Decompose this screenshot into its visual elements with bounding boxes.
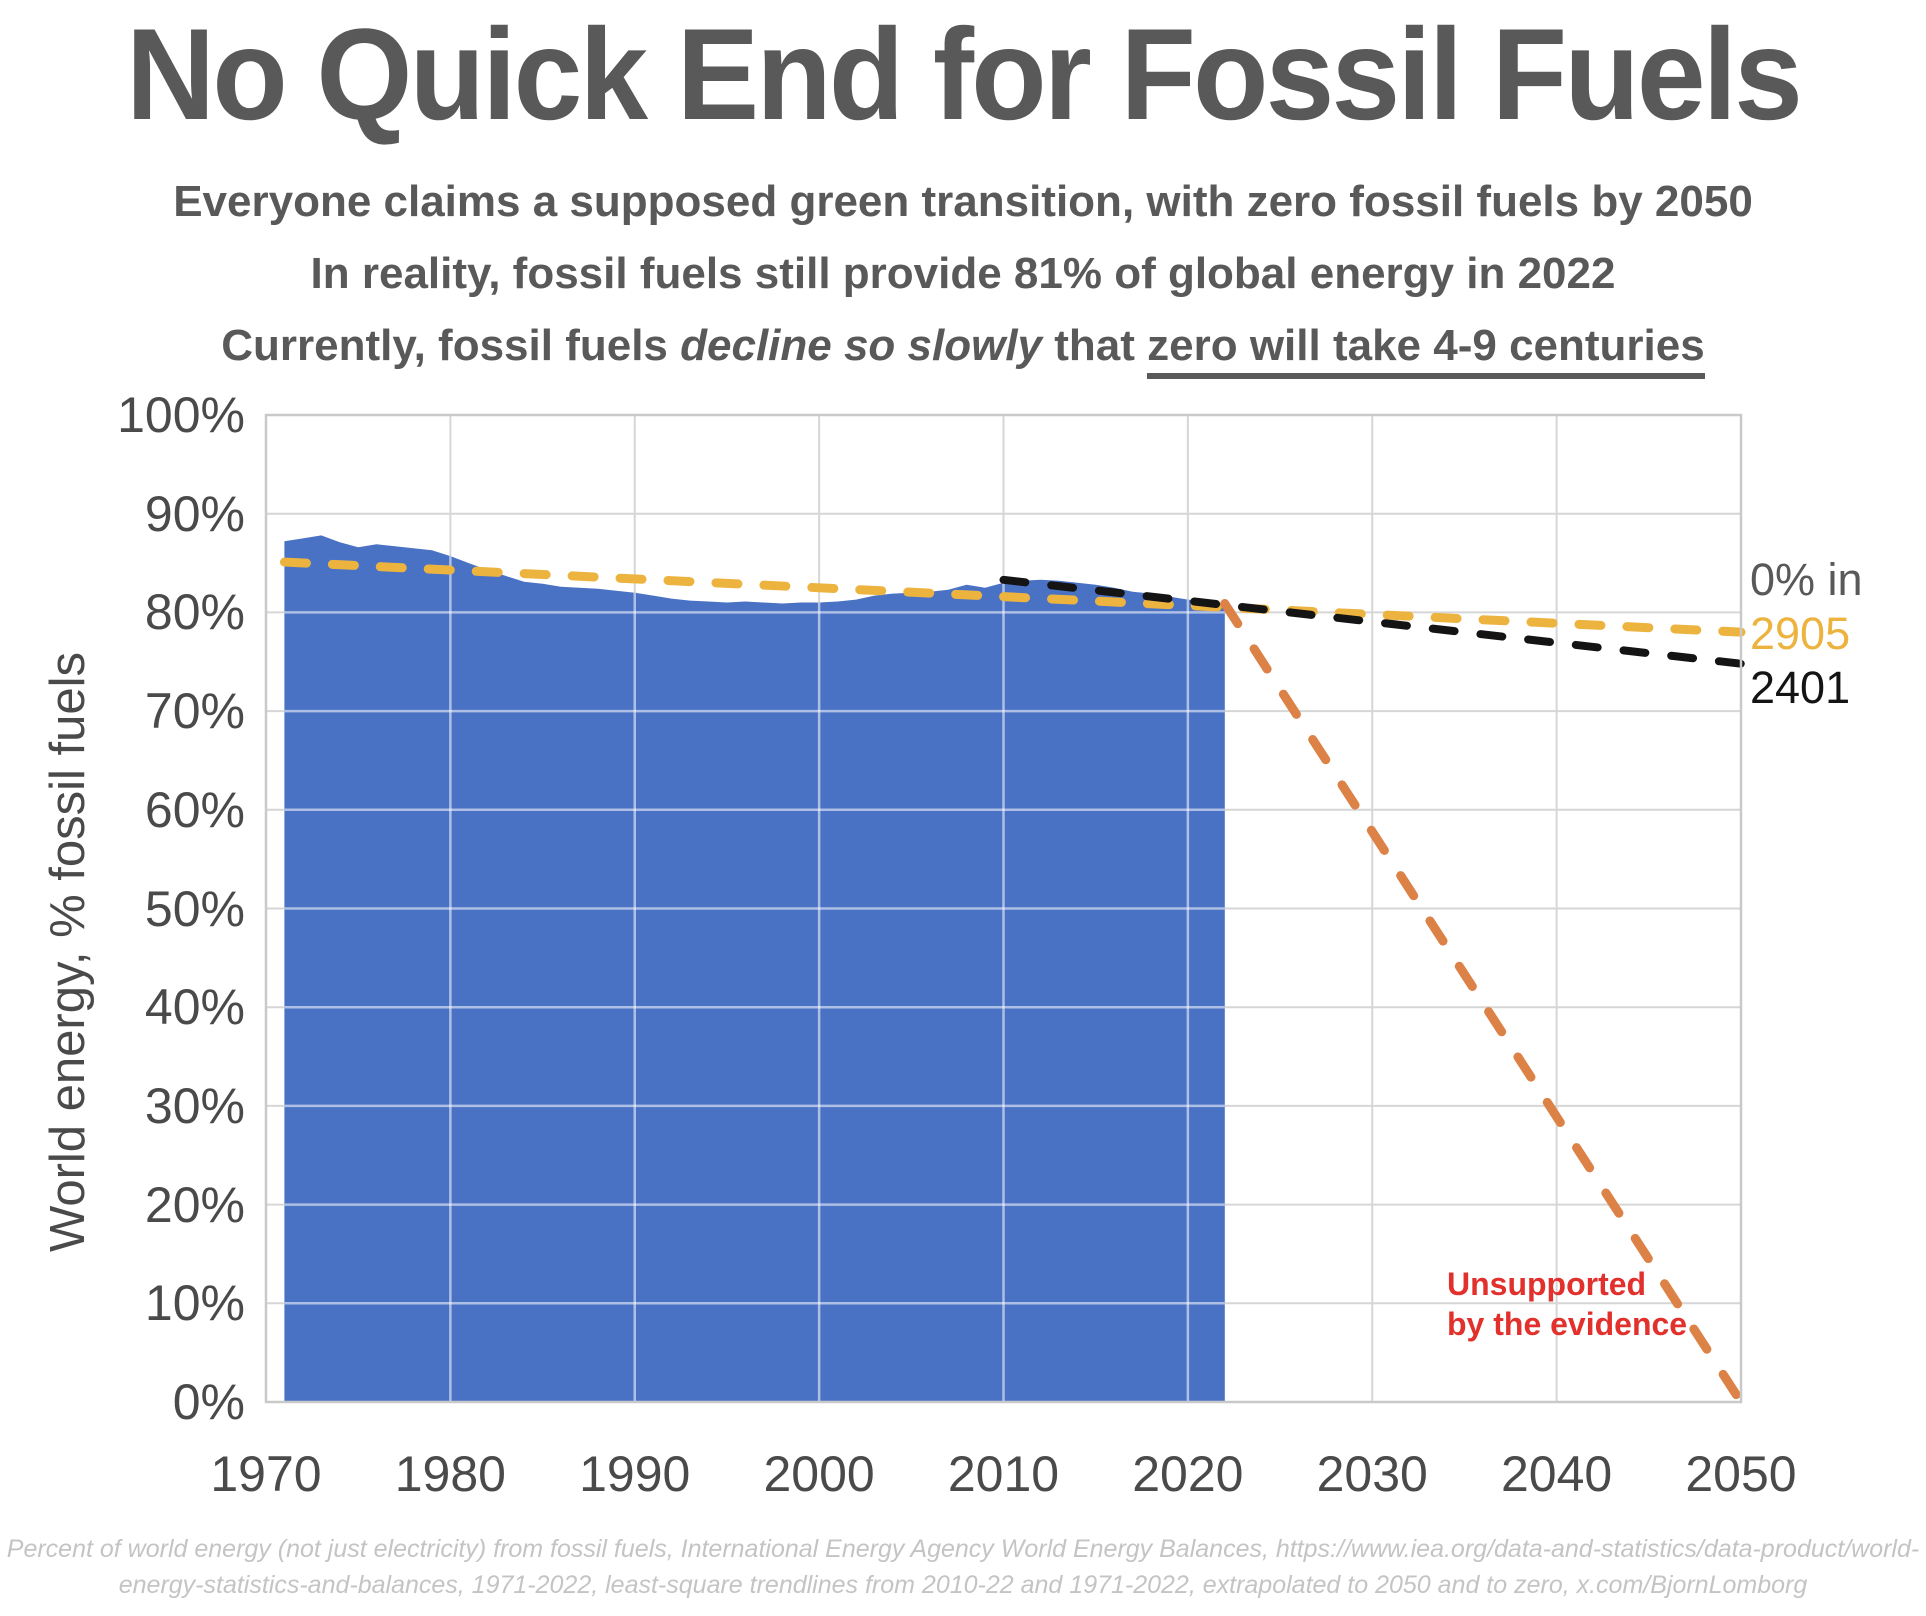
zero-year-annotation: 0% in 2905 2401 [1750,553,1863,715]
y-tick-label: 70% [144,683,245,740]
zero-in-label: 0% in [1750,554,1863,605]
source-note-line-2: energy-statistics-and-balances, 1971-202… [118,1571,1808,1599]
y-tick-label: 60% [144,781,245,838]
source-note-line-1: Percent of world energy (not just electr… [6,1535,1920,1563]
x-tick-label: 2020 [1132,1446,1244,1502]
zero-by-2050-line [1220,599,1746,1407]
x-tick-label: 1970 [210,1446,322,1502]
subtitle-block: Everyone claims a supposed green transit… [0,166,1926,382]
subtitle-line-3-italic: decline so slowly [680,321,1043,370]
source-note: Percent of world energy (not just electr… [0,1531,1926,1603]
trendline-1971-2022 [279,557,1746,637]
x-tick-label: 2040 [1501,1446,1613,1502]
subtitle-line-2: In reality, fossil fuels still provide 8… [310,249,1616,298]
x-tick-label: 1980 [394,1446,506,1502]
fossil-share-area [284,535,1225,1402]
subtitle-line-3-underlined: zero will take 4-9 centuries [1147,321,1705,379]
y-axis-title: World energy, % fossil fuels [41,651,95,1253]
plot-border [264,413,1743,1404]
unsupported-line-1: Unsupported [1447,1266,1647,1302]
y-tick-label: 40% [144,979,245,1036]
x-tick-label: 2050 [1685,1446,1797,1502]
trend-full-zero-year: 2905 [1750,608,1851,659]
y-tick-label: 20% [144,1176,245,1233]
fossil-fuel-area-chart [264,413,1746,1407]
trend-recent-zero-year: 2401 [1750,662,1851,713]
subtitle-line-1: Everyone claims a supposed green transit… [173,177,1753,226]
subtitle-line-3-mid: that [1042,321,1148,370]
page-title: No Quick End for Fossil Fuels [125,1,1803,147]
y-tick-label: 90% [144,485,245,542]
y-tick-label: 30% [144,1077,245,1134]
subtitle-line-3: Currently, fossil fuels decline so slowl… [0,310,1926,382]
y-tick-label: 10% [144,1275,245,1332]
unsupported-line-2: by the evidence [1447,1306,1688,1342]
x-tick-label: 2000 [763,1446,875,1502]
y-tick-label: 50% [144,880,245,937]
x-tick-label: 1990 [579,1446,691,1502]
y-tick-label: 100% [117,387,245,443]
y-tick-label: 0% [172,1374,245,1430]
x-tick-label: 2010 [947,1446,1060,1502]
subtitle-line-3-prefix: Currently, fossil fuels [221,321,681,370]
unsupported-annotation: Unsupported by the evidence [1447,1264,1687,1344]
x-tick-label: 2030 [1316,1446,1428,1502]
y-tick-label: 80% [144,584,245,641]
